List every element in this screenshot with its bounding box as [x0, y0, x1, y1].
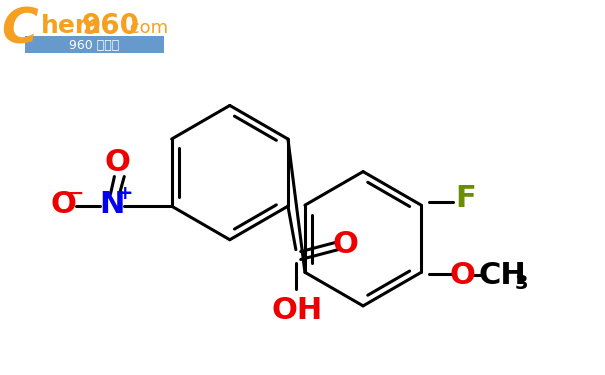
Text: +: +: [117, 184, 134, 203]
Text: O: O: [332, 230, 358, 259]
Text: 960 化工网: 960 化工网: [70, 39, 120, 52]
Text: 3: 3: [514, 274, 528, 292]
FancyBboxPatch shape: [25, 36, 163, 53]
Text: OH: OH: [271, 296, 322, 326]
Text: F: F: [456, 184, 476, 213]
Text: O: O: [105, 148, 130, 177]
Text: N: N: [100, 190, 125, 219]
Text: −: −: [68, 184, 84, 203]
Text: O: O: [450, 261, 476, 290]
Text: hem: hem: [41, 15, 102, 39]
Text: O: O: [50, 190, 76, 219]
Text: .com: .com: [124, 20, 168, 38]
Text: C: C: [1, 5, 38, 53]
Text: CH: CH: [479, 261, 526, 290]
Text: 960: 960: [81, 12, 139, 40]
